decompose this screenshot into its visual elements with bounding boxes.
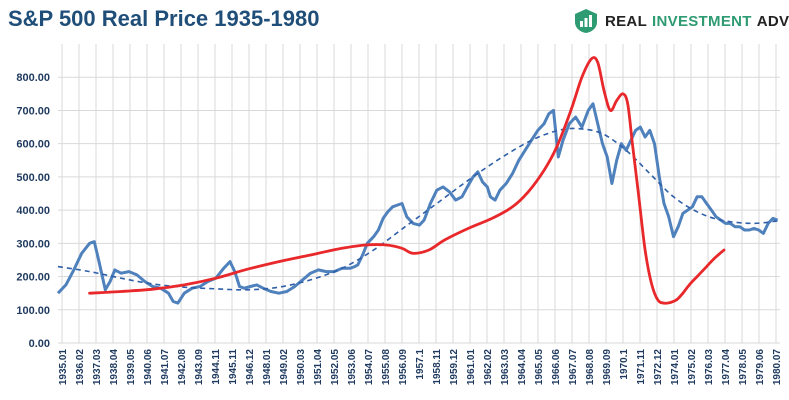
x-tick-label: 1938.04 bbox=[109, 349, 120, 386]
y-axis-ticks: 0.00 100.00 200.00 300.00 400.00 500.00 600.00… bbox=[16, 72, 50, 350]
x-tick-label: 1935.01 bbox=[58, 349, 69, 386]
y-tick-label: 300.00 bbox=[16, 238, 50, 250]
x-tick-label: 1941.07 bbox=[160, 349, 171, 386]
x-tick-label: 1944.11 bbox=[211, 349, 222, 385]
x-tick-label: 1979.06 bbox=[755, 349, 766, 386]
x-tick-label: 1955.08 bbox=[381, 349, 392, 386]
y-tick-label: 0.00 bbox=[29, 338, 50, 350]
brand-advice-text: ADVICE bbox=[756, 12, 789, 30]
series-layer bbox=[56, 56, 780, 305]
price-series-line bbox=[56, 102, 779, 305]
grid-layer bbox=[58, 44, 780, 344]
x-tick-label: 1959.12 bbox=[449, 349, 460, 386]
y-tick-label: 700.00 bbox=[16, 105, 50, 117]
x-tick-label: 1974.01 bbox=[670, 349, 681, 386]
x-tick-label: 1950.03 bbox=[296, 349, 307, 386]
y-tick-label: 600.00 bbox=[16, 139, 50, 151]
y-tick-label: 400.00 bbox=[16, 205, 50, 217]
x-tick-label: 1952.05 bbox=[330, 349, 341, 386]
x-tick-label: 1954.07 bbox=[364, 349, 375, 386]
x-tick-label: 1943.09 bbox=[194, 349, 205, 386]
y-tick-label: 200.00 bbox=[16, 272, 50, 284]
x-tick-label: 1971.11 bbox=[636, 349, 647, 385]
x-tick-label: 1939.05 bbox=[126, 349, 137, 386]
x-tick-label: 1977.04 bbox=[721, 349, 732, 386]
x-tick-label: 1945.11 bbox=[228, 349, 239, 385]
brand-shield-icon bbox=[575, 9, 597, 33]
x-tick-label: 1968.08 bbox=[585, 349, 596, 386]
x-tick-label: 1951.04 bbox=[313, 349, 324, 386]
x-tick-label: 1970.1 bbox=[619, 349, 630, 380]
chart-title: S&P 500 Real Price 1935-1980 bbox=[8, 6, 320, 31]
x-tick-label: 1961.01 bbox=[466, 349, 477, 386]
y-tick-label: 500.00 bbox=[16, 172, 50, 184]
y-tick-label: 800.00 bbox=[16, 72, 50, 84]
brand-real-text: REAL bbox=[605, 12, 648, 30]
x-tick-label: 1948.01 bbox=[262, 349, 273, 386]
x-tick-label: 1976.03 bbox=[704, 349, 715, 386]
x-axis-ticks: 1935.01 1936.02 1937.03 1938.04 1939.05 1940.… bbox=[58, 349, 783, 386]
brand-investment-text: INVESTMENT bbox=[652, 12, 752, 30]
x-tick-label: 1953.06 bbox=[347, 349, 358, 386]
overlay-series-curve bbox=[88, 56, 726, 305]
x-tick-label: 1949.02 bbox=[279, 349, 290, 386]
x-tick-label: 1937.03 bbox=[92, 349, 103, 386]
x-tick-label: 1958.11 bbox=[432, 349, 443, 385]
x-tick-label: 1940.06 bbox=[143, 349, 154, 386]
x-tick-label: 1978.05 bbox=[738, 349, 749, 386]
x-tick-label: 1936.02 bbox=[75, 349, 86, 386]
y-tick-label: 100.00 bbox=[16, 305, 50, 317]
x-tick-label: 1963.03 bbox=[500, 349, 511, 386]
x-tick-label: 1946.12 bbox=[245, 349, 256, 386]
brand-logo-area: REAL INVESTMENT ADVICE bbox=[573, 8, 789, 34]
x-tick-label: 1956.09 bbox=[398, 349, 409, 386]
x-tick-label: 1957.1 bbox=[415, 349, 426, 380]
x-tick-label: 1972.12 bbox=[653, 349, 664, 386]
x-tick-label: 1967.07 bbox=[568, 349, 579, 386]
x-tick-label: 1965.05 bbox=[534, 349, 545, 386]
x-tick-label: 1966.06 bbox=[551, 349, 562, 386]
x-tick-label: 1975.02 bbox=[687, 349, 698, 386]
x-tick-label: 1942.08 bbox=[177, 349, 188, 386]
x-tick-label: 1964.04 bbox=[517, 349, 528, 386]
x-tick-label: 1980.07 bbox=[772, 349, 783, 386]
trend-series-line bbox=[57, 127, 780, 291]
x-tick-label: 1962.02 bbox=[483, 349, 494, 386]
x-tick-label: 1969.09 bbox=[602, 349, 613, 386]
